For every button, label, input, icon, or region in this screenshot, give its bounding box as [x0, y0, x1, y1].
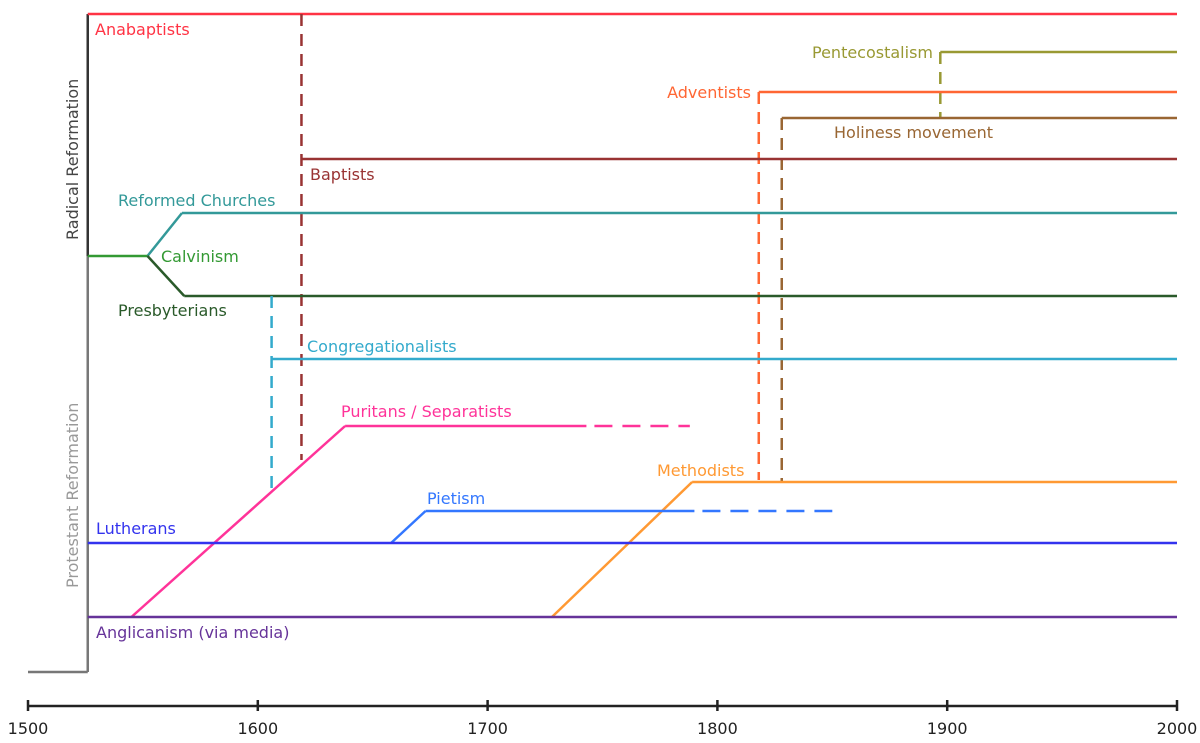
anabaptists-label: Anabaptists — [95, 20, 190, 39]
x-tick-label: 1800 — [697, 719, 738, 738]
calvinism-label: Calvinism — [161, 247, 239, 266]
pietism-label: Pietism — [427, 489, 485, 508]
anglicanism-label: Anglicanism (via media) — [96, 623, 289, 642]
x-tick-label: 2000 — [1157, 719, 1198, 738]
puritans-label: Puritans / Separatists — [341, 402, 512, 421]
presbyterians-ramp — [146, 255, 186, 297]
presbyterians-label: Presbyterians — [118, 301, 227, 320]
protestant-reformation-label: Protestant Reformation — [63, 403, 82, 588]
baptists-label: Baptists — [310, 165, 375, 184]
congregationalists-label: Congregationalists — [307, 337, 457, 356]
methodists-ramp — [551, 481, 693, 618]
x-tick-label: 1600 — [237, 719, 278, 738]
x-tick-label: 1500 — [8, 719, 49, 738]
lutherans-label: Lutherans — [96, 519, 176, 538]
pietism-ramp — [390, 510, 427, 544]
pentecostalism-label: Pentecostalism — [812, 43, 933, 62]
reformed-label: Reformed Churches — [118, 191, 275, 210]
methodists-label: Methodists — [657, 461, 744, 480]
adventists-label: Adventists — [667, 83, 751, 102]
x-tick-label: 1700 — [467, 719, 508, 738]
x-tick-label: 1900 — [927, 719, 968, 738]
puritans-ramp — [130, 425, 346, 618]
reformed-ramp — [146, 212, 183, 257]
radical-reformation-label: Radical Reformation — [63, 79, 82, 240]
holiness-label: Holiness movement — [834, 123, 993, 142]
